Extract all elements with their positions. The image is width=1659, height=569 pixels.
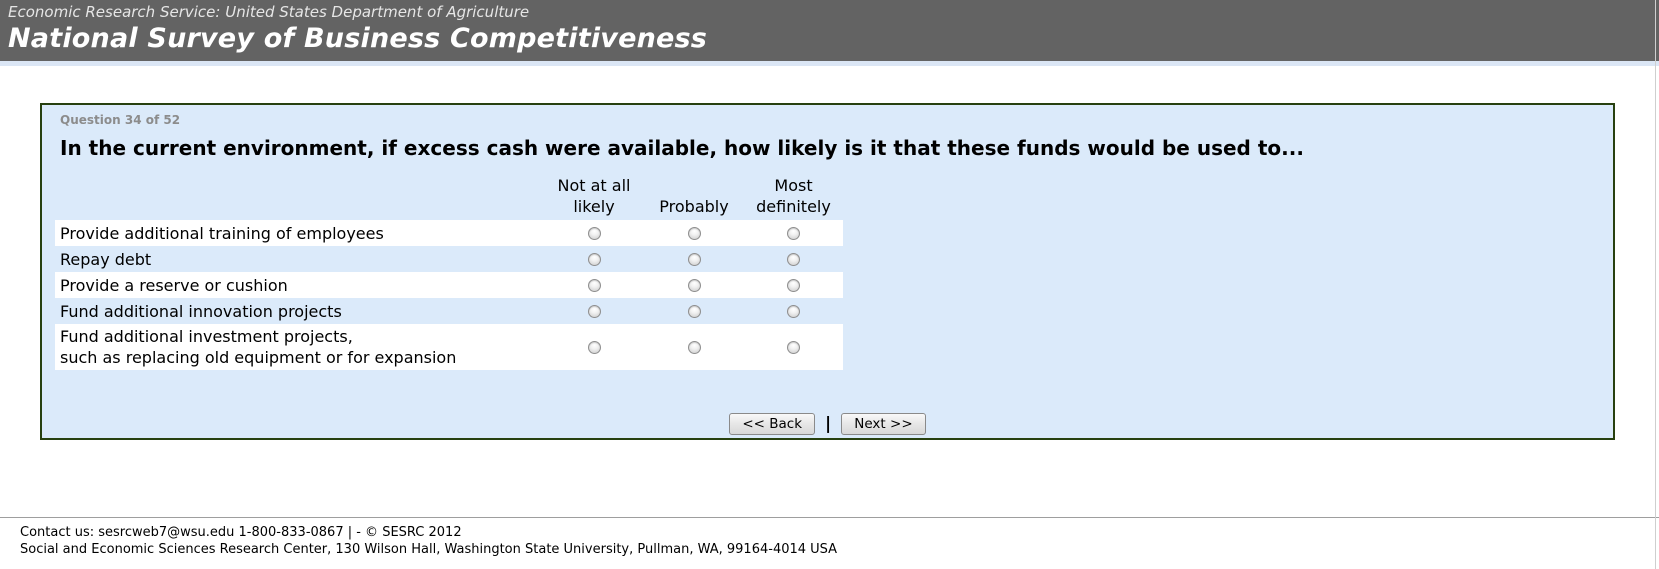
radio-row5-col3[interactable] — [787, 340, 800, 354]
radio-row3-col3[interactable] — [787, 278, 800, 292]
app-header: Economic Research Service: United States… — [0, 0, 1659, 61]
radio-cell — [544, 226, 644, 240]
row-label: Repay debt — [60, 249, 152, 269]
radio-row4-col1[interactable] — [587, 304, 601, 318]
radio-cell — [744, 340, 843, 354]
radio-row1-col2[interactable] — [687, 226, 701, 240]
radio-cell — [644, 226, 744, 240]
header-accent-strip — [0, 61, 1659, 66]
matrix-column-header: Most definitely — [756, 176, 831, 216]
table-row: Fund additional investment projects, suc… — [55, 324, 843, 370]
table-row: Provide additional training of employees — [55, 220, 843, 246]
matrix-table-body: Provide additional training of employees… — [55, 220, 843, 370]
page-footer: Contact us: sesrcweb7@wsu.edu 1-800-833-… — [0, 517, 1659, 558]
radio-row5-col1[interactable] — [587, 340, 601, 354]
radio-cell — [644, 340, 744, 354]
footer-address-line: Social and Economic Sciences Research Ce… — [20, 542, 838, 557]
radio-row4-col2[interactable] — [687, 304, 701, 318]
radio-row2-col1[interactable] — [587, 252, 601, 266]
radio-cell — [644, 278, 744, 292]
footer-contact-line: Contact us: sesrcweb7@wsu.edu 1-800-833-… — [20, 525, 462, 540]
radio-cell — [744, 278, 843, 292]
nav-button-row: << Back | Next >> — [42, 413, 1613, 435]
button-separator: | — [825, 414, 832, 434]
radio-row5-col2[interactable] — [687, 340, 701, 354]
radio-cell — [744, 252, 843, 266]
radio-row2-col3[interactable] — [787, 252, 800, 266]
question-panel: Question 34 of 52 In the current environ… — [40, 103, 1615, 440]
question-progress: Question 34 of 52 — [60, 113, 181, 127]
radio-cell — [644, 304, 744, 318]
agency-subtitle: Economic Research Service: United States… — [8, 3, 530, 21]
radio-row1-col1[interactable] — [587, 226, 601, 240]
table-row: Fund additional innovation projects — [55, 298, 843, 324]
matrix-header-row: Not at all likely Probably Most definitely — [55, 174, 843, 220]
radio-cell — [544, 304, 644, 318]
radio-cell — [544, 252, 644, 266]
row-label: Provide additional training of employees — [60, 223, 384, 243]
radio-row3-col1[interactable] — [587, 278, 601, 292]
radio-cell — [744, 226, 843, 240]
survey-title: National Survey of Business Competitiven… — [8, 23, 708, 54]
row-label: Provide a reserve or cushion — [60, 275, 288, 295]
radio-row4-col3[interactable] — [787, 304, 800, 318]
window-edge-line — [1655, 0, 1656, 569]
next-button[interactable]: Next >> — [841, 413, 926, 435]
row-label: Fund additional innovation projects — [60, 301, 342, 321]
radio-row2-col2[interactable] — [687, 252, 701, 266]
table-row: Repay debt — [55, 246, 843, 272]
radio-cell — [544, 340, 644, 354]
radio-cell — [744, 304, 843, 318]
table-row: Provide a reserve or cushion — [55, 272, 843, 298]
question-text: In the current environment, if excess ca… — [60, 136, 1304, 160]
back-button[interactable]: << Back — [729, 413, 816, 435]
radio-row3-col2[interactable] — [687, 278, 701, 292]
radio-row1-col3[interactable] — [787, 226, 800, 240]
radio-cell — [644, 252, 744, 266]
radio-cell — [544, 278, 644, 292]
matrix-column-header: Probably — [659, 197, 729, 216]
answer-matrix: Not at all likely Probably Most definitely… — [55, 174, 843, 370]
row-label: Fund additional investment projects, suc… — [60, 327, 457, 367]
matrix-column-header: Not at all likely — [557, 176, 631, 216]
